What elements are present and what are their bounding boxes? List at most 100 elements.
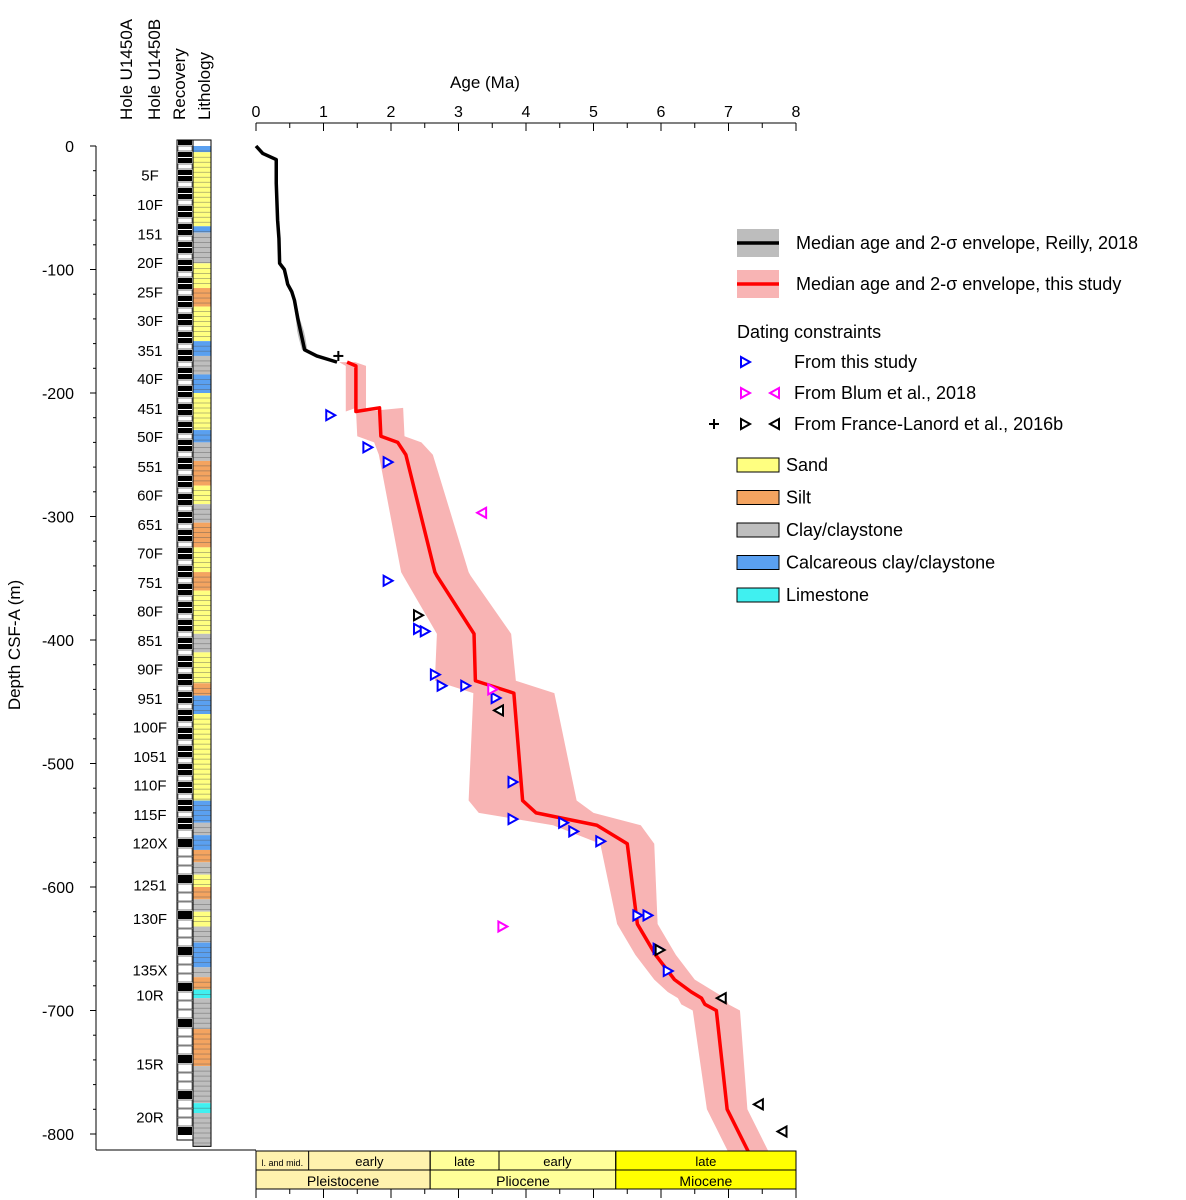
recovery-block bbox=[178, 806, 192, 811]
age-constraint-marker bbox=[632, 908, 645, 923]
age-constraint-marker bbox=[333, 350, 344, 361]
recovery-block bbox=[178, 350, 192, 355]
recovery-block bbox=[178, 278, 192, 283]
lithology-interval bbox=[193, 504, 211, 523]
recovery-block bbox=[178, 230, 192, 235]
recovery-block bbox=[178, 770, 192, 775]
recovery-block bbox=[178, 338, 192, 343]
recovery-block bbox=[177, 541, 193, 548]
recovery-block bbox=[178, 644, 192, 649]
header-recovery: Recovery bbox=[170, 48, 189, 120]
age-constraint-marker bbox=[642, 908, 655, 923]
recovery-block bbox=[178, 1055, 192, 1063]
age-constraint-marker bbox=[568, 824, 581, 839]
header-lithology: Lithology bbox=[195, 51, 214, 120]
core-label: 60F bbox=[137, 487, 163, 504]
age-constraint-marker bbox=[325, 408, 338, 422]
recovery-block bbox=[177, 1063, 193, 1073]
x-axis-ticks: 0 1 2 3 4 5 6 7 8 bbox=[252, 104, 801, 131]
recovery-block bbox=[177, 991, 193, 1001]
recovery-block bbox=[178, 764, 192, 769]
recovery-block bbox=[178, 476, 192, 481]
lithology-interval bbox=[193, 998, 211, 1030]
lithology-interval bbox=[193, 926, 211, 943]
subdivision-label: early bbox=[355, 1154, 384, 1169]
recovery-block bbox=[178, 947, 192, 955]
recovery-block bbox=[177, 757, 193, 764]
legend: Median age and 2-σ envelope, Reilly, 201… bbox=[709, 229, 1138, 605]
legend-marker bbox=[740, 417, 753, 431]
recovery-column bbox=[176, 139, 194, 1141]
x-tick-label: 2 bbox=[387, 104, 396, 121]
recovery-block bbox=[178, 548, 192, 553]
recovery-block bbox=[178, 404, 192, 409]
recovery-block bbox=[178, 716, 192, 721]
recovery-block bbox=[177, 361, 193, 368]
recovery-block bbox=[178, 518, 192, 523]
legend-lithology-label: Silt bbox=[786, 488, 811, 508]
recovery-block bbox=[178, 140, 192, 145]
x-tick-label: 8 bbox=[792, 104, 801, 121]
recovery-block bbox=[178, 296, 192, 301]
age-constraint-marker bbox=[362, 440, 375, 455]
y-tick-label: -200 bbox=[42, 386, 74, 403]
recovery-block bbox=[177, 451, 193, 458]
core-label: 120X bbox=[132, 836, 167, 853]
x-axis-title: Age (Ma) bbox=[450, 73, 520, 92]
recovery-block bbox=[178, 692, 192, 697]
y-tick-label: -400 bbox=[42, 633, 74, 650]
legend-marker bbox=[740, 386, 753, 400]
recovery-block bbox=[178, 728, 192, 733]
lithology-interval bbox=[193, 442, 211, 461]
recovery-block bbox=[178, 194, 192, 199]
recovery-block bbox=[178, 875, 192, 883]
recovery-block bbox=[177, 649, 193, 656]
lithology-interval bbox=[193, 288, 211, 307]
recovery-block bbox=[177, 955, 193, 965]
recovery-block bbox=[177, 397, 193, 404]
legend-marker bbox=[767, 386, 780, 400]
recovery-block bbox=[178, 566, 192, 571]
recovery-block bbox=[177, 811, 193, 818]
age-constraint-marker bbox=[751, 1097, 764, 1112]
legend-series-label: Median age and 2-σ envelope, Reilly, 201… bbox=[796, 233, 1138, 253]
legend-constraint-label: From Blum et al., 2018 bbox=[794, 383, 976, 403]
header-hole-u1450b: Hole U1450B bbox=[145, 19, 164, 120]
recovery-block bbox=[177, 199, 193, 206]
recovery-block bbox=[177, 1045, 193, 1055]
recovery-block bbox=[178, 482, 192, 487]
legend-dating-title: Dating constraints bbox=[737, 322, 881, 342]
y-axis-ticks: 0 -100 -200 -300 -400 -500 -600 -700 -800 bbox=[42, 139, 96, 1144]
recovery-block bbox=[178, 824, 192, 829]
recovery-block bbox=[178, 188, 192, 193]
lithology-interval bbox=[193, 874, 211, 887]
recovery-block bbox=[178, 242, 192, 247]
recovery-block bbox=[177, 1099, 193, 1109]
core-label: 40F bbox=[137, 371, 163, 388]
recovery-block bbox=[178, 638, 192, 643]
lithology-interval bbox=[193, 835, 211, 850]
recovery-block bbox=[178, 656, 192, 661]
lithology-interval bbox=[193, 374, 211, 393]
y-tick-label: -700 bbox=[42, 1004, 74, 1021]
recovery-block bbox=[177, 919, 193, 929]
core-label: 451 bbox=[137, 401, 162, 418]
y-tick-label: -300 bbox=[42, 510, 74, 527]
recovery-block bbox=[178, 554, 192, 559]
geologic-timescale: Pleistocene Pliocene Miocene l. and mid. ear… bbox=[255, 1150, 797, 1198]
core-label: 951 bbox=[137, 691, 162, 708]
recovery-block bbox=[177, 847, 193, 857]
recovery-block bbox=[177, 613, 193, 620]
x-tick-label: 0 bbox=[252, 104, 261, 121]
age-constraint-marker bbox=[419, 624, 432, 639]
recovery-block bbox=[178, 608, 192, 613]
lithology-interval bbox=[193, 152, 211, 227]
recovery-block bbox=[178, 662, 192, 667]
core-label: 80F bbox=[137, 603, 163, 620]
legend-marker bbox=[767, 417, 780, 431]
recovery-block bbox=[177, 973, 193, 983]
recovery-block bbox=[177, 685, 193, 692]
lithology-interval bbox=[193, 1029, 211, 1067]
lithology-interval bbox=[193, 547, 211, 573]
